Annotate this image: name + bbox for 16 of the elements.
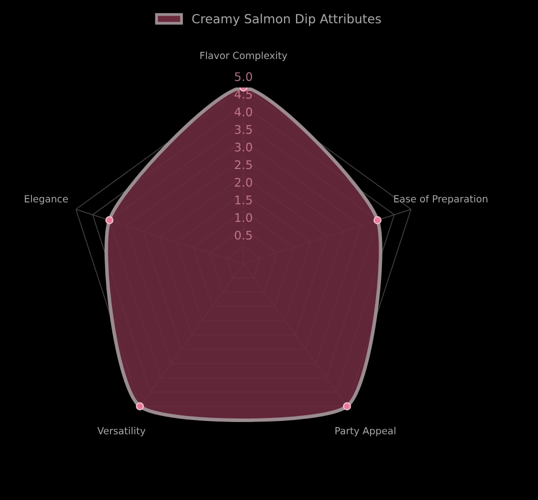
y-tick-label: 0.5 [234,230,252,240]
y-tick-label: 3.5 [234,125,252,134]
y-tick-label: 4.0 [234,107,252,116]
y-tick-label: 2.5 [234,160,252,170]
legend-label: Creamy Salmon Dip Attributes [192,14,381,26]
y-tick-label: 1.0 [235,213,252,222]
y-tick-label: 5.0 [234,72,252,82]
y-tick-label: 2.0 [234,178,252,187]
spoke-label: Elegance [24,194,68,204]
y-tick-label: 1.5 [235,196,252,204]
spoke-label: Versatility [97,426,146,436]
y-tick-label: 4.5 [234,90,252,99]
spoke-label: Flavor Complexity [200,52,288,62]
y-tick-label: 3.0 [234,142,252,152]
spoke-label: Party Appeal [335,426,396,436]
spoke-label: Ease of Preparation [394,194,488,204]
